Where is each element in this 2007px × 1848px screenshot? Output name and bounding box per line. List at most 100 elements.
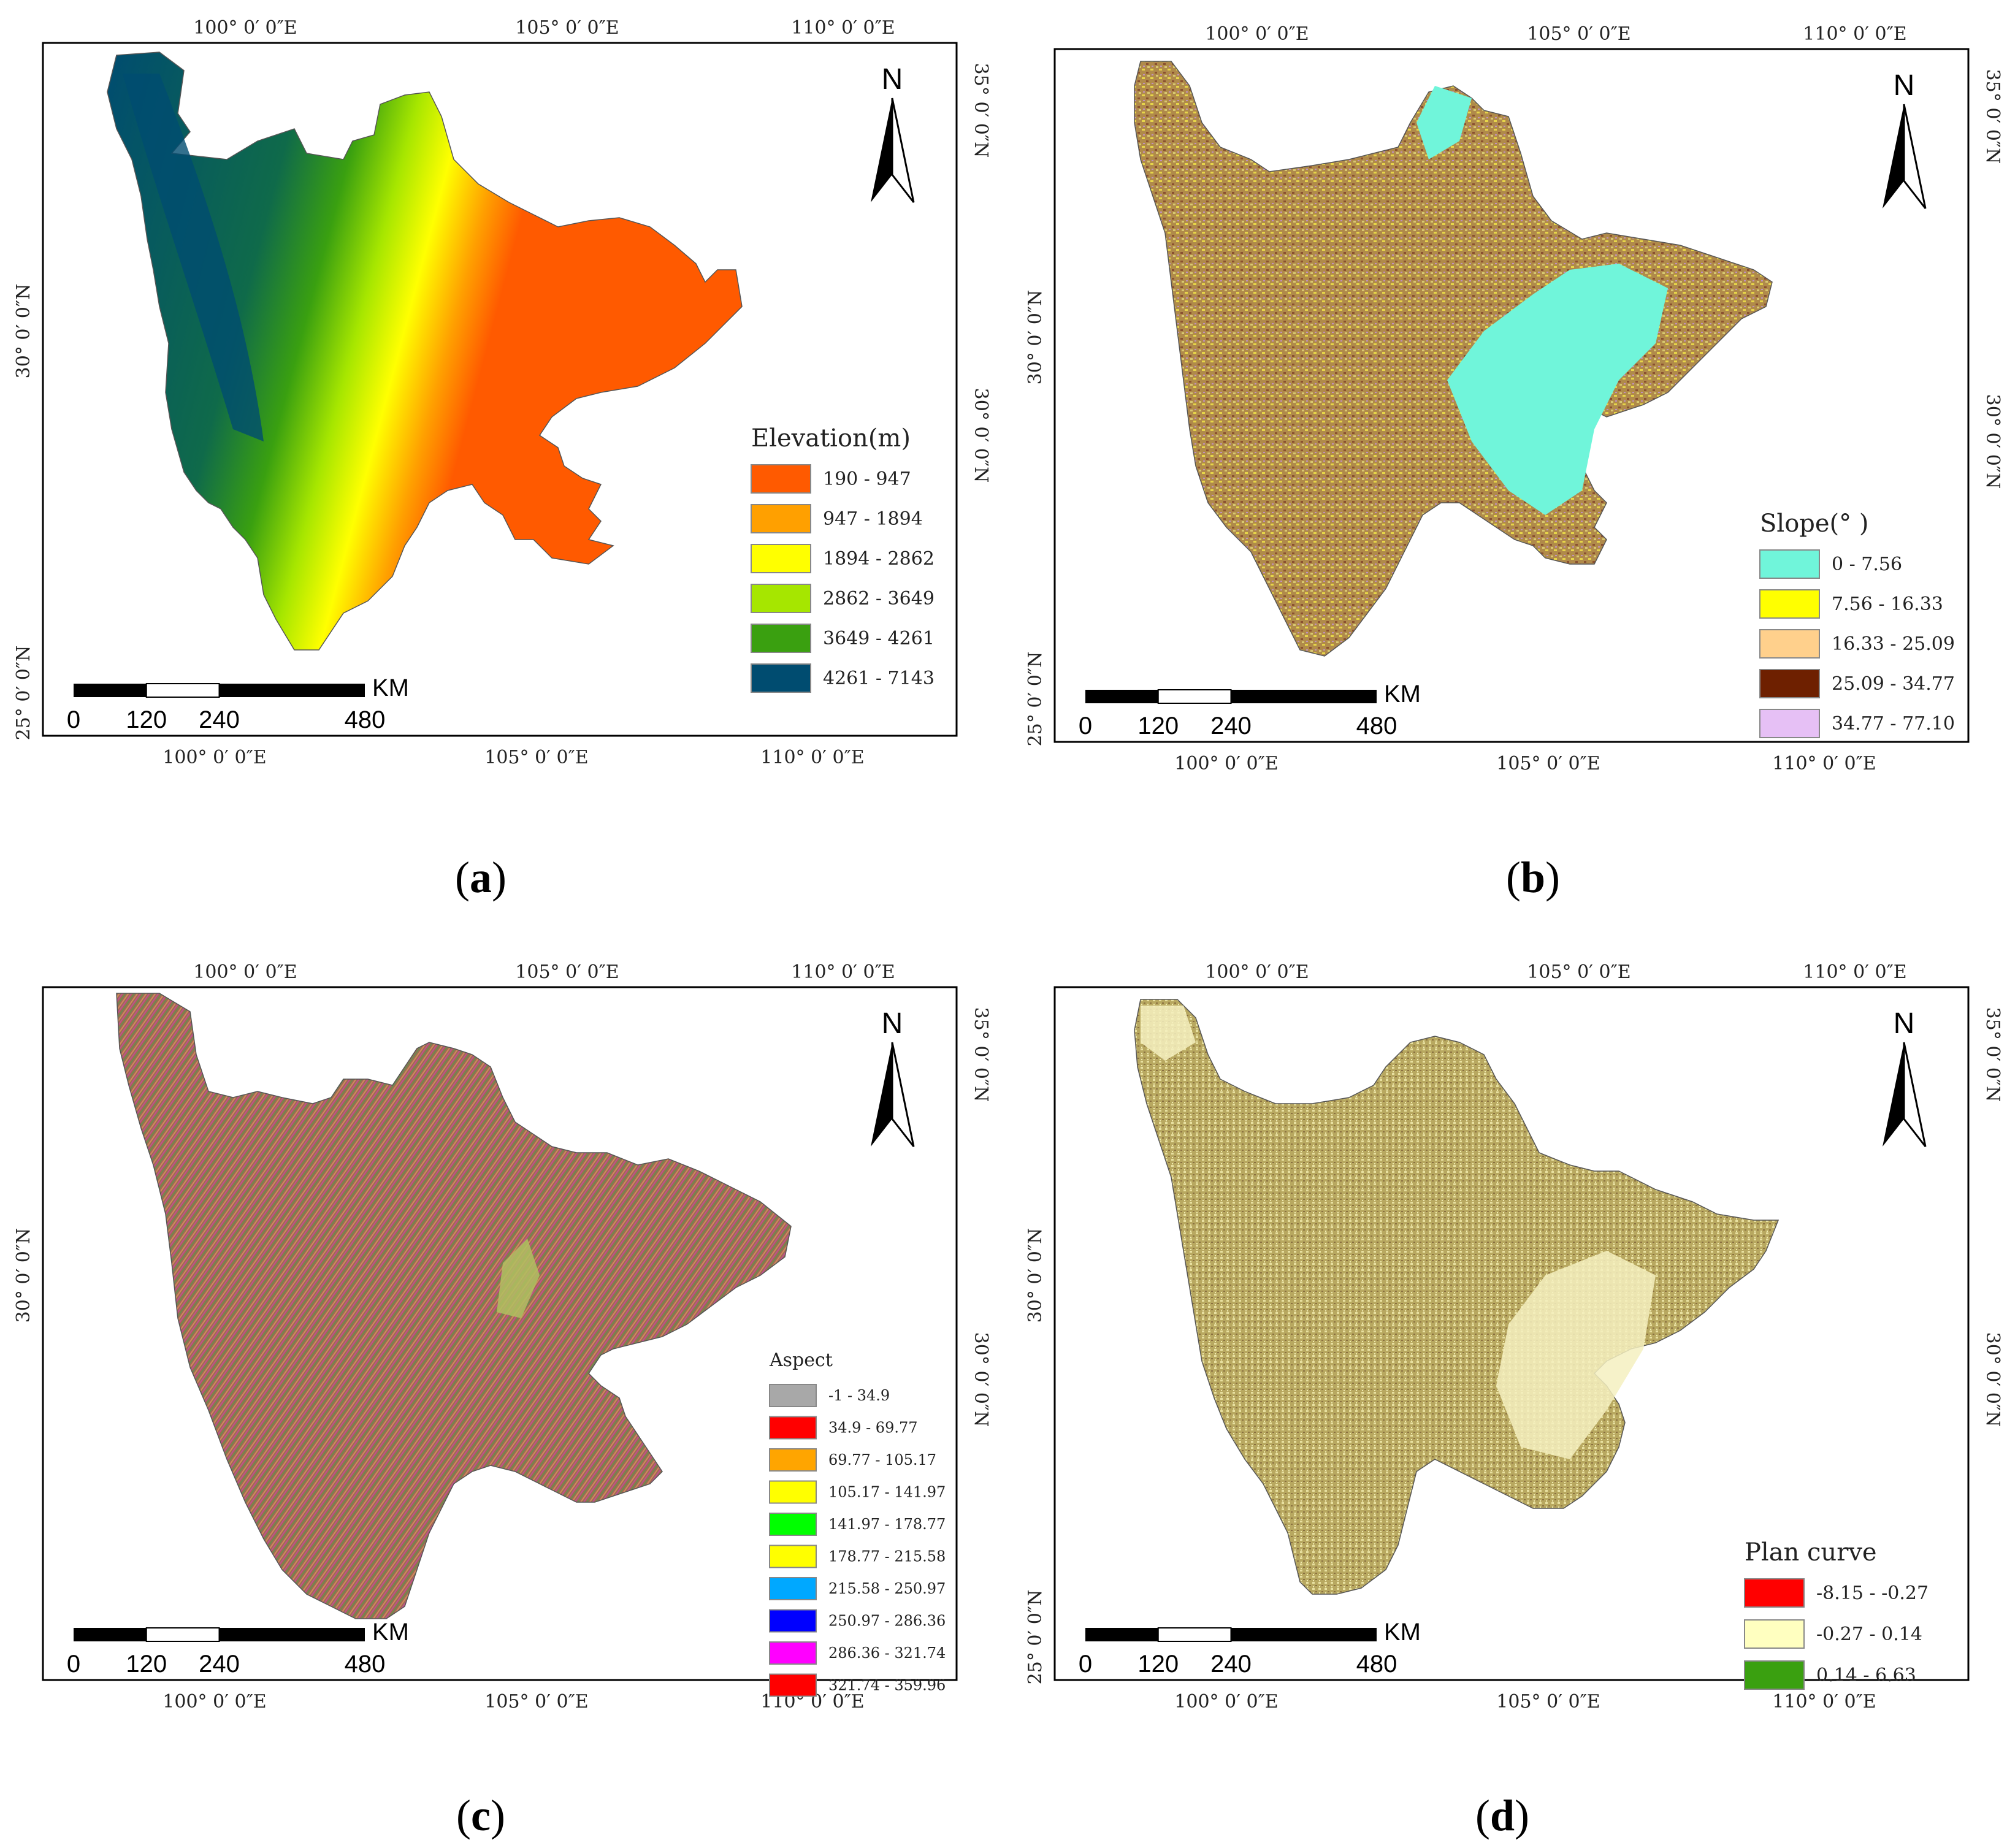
- scale-bar-segment: [145, 1627, 220, 1642]
- right-latitude-label: 35° 0′ 0″N: [970, 63, 992, 158]
- bottom-longitude-label: 110° 0′ 0″E: [1772, 753, 1876, 774]
- scale-bar-segment: [1231, 1628, 1377, 1641]
- bottom-longitude-label: 100° 0′ 0″E: [1174, 1691, 1278, 1712]
- panel-caption: (b): [1506, 853, 1560, 902]
- scale-tick-label: 480: [345, 706, 386, 733]
- legend-swatch: [769, 1673, 817, 1697]
- bottom-longitude-label: 110° 0′ 0″E: [760, 747, 864, 768]
- panel-caption: (a): [455, 853, 507, 902]
- legend-label: 16.33 - 25.09: [1832, 633, 1955, 655]
- scale-unit: KM: [1384, 681, 1421, 708]
- top-longitude-label: 105° 0′ 0″E: [1527, 23, 1630, 45]
- panel-caption: (d): [1475, 1791, 1529, 1840]
- scale-bar-segment: [1085, 1628, 1158, 1641]
- legend-label: 250.97 - 286.36: [828, 1612, 946, 1629]
- left-latitude-label: 25° 0′ 0″N: [13, 646, 34, 741]
- legend-swatch: [1759, 669, 1820, 698]
- scale-tick-label: 480: [1356, 712, 1397, 739]
- legend-swatch: [751, 504, 811, 533]
- legend-label: 69.77 - 105.17: [828, 1451, 936, 1468]
- legend-label: -1 - 34.9: [828, 1387, 890, 1404]
- left-latitude-label: 30° 0′ 0″N: [1025, 290, 1046, 385]
- legend-label: 105.17 - 141.97: [828, 1483, 946, 1500]
- high-elevation-zone: [123, 74, 264, 441]
- legend-swatch: [1759, 629, 1820, 659]
- top-longitude-label: 100° 0′ 0″E: [193, 17, 297, 39]
- right-latitude-label: 30° 0′ 0″N: [1982, 394, 2003, 489]
- panel-caption: (c): [456, 1791, 505, 1840]
- legend-label: 34.9 - 69.77: [828, 1419, 918, 1436]
- legend-label: 4261 - 7143: [823, 668, 935, 689]
- left-latitude-label: 30° 0′ 0″N: [13, 1228, 34, 1323]
- north-label: N: [882, 63, 903, 96]
- legend-swatch: [751, 464, 811, 494]
- legend-label: 0.14 - 6.63: [1816, 1665, 1916, 1686]
- north-label: N: [1894, 69, 1915, 102]
- flat-curve-north: [1141, 1006, 1196, 1061]
- left-latitude-label: 25° 0′ 0″N: [1025, 1590, 1046, 1685]
- map-region: [107, 52, 743, 651]
- legend-label: 286.36 - 321.74: [828, 1644, 946, 1662]
- scale-bar-segment: [1085, 690, 1158, 703]
- flat-area-north: [1416, 86, 1472, 159]
- bottom-longitude-label: 100° 0′ 0″E: [1174, 753, 1278, 774]
- legend-swatch: [751, 584, 811, 613]
- legend-swatch: [769, 1544, 817, 1568]
- panel-b: 100° 0′ 0″E 105° 0′ 0″E 110° 0′ 0″E 100° 0′…: [1025, 23, 2003, 902]
- north-arrow-icon-outline: [891, 97, 915, 203]
- bottom-longitude-label: 105° 0′ 0″E: [1496, 753, 1600, 774]
- legend-title: Elevation(m): [751, 424, 911, 452]
- legend-swatch: [769, 1641, 817, 1665]
- legend-label: 0 - 7.56: [1832, 554, 1902, 575]
- top-longitude-label: 110° 0′ 0″E: [791, 17, 895, 39]
- map-frame: [42, 986, 958, 1681]
- top-longitude-label: 110° 0′ 0″E: [1803, 961, 1906, 983]
- legend-swatch: [769, 1384, 817, 1407]
- scale-tick-label: 240: [199, 706, 240, 733]
- legend-swatch: [1744, 1660, 1805, 1690]
- right-latitude-label: 30° 0′ 0″N: [1982, 1332, 2003, 1427]
- bottom-longitude-label: 105° 0′ 0″E: [484, 747, 588, 768]
- map-frame: [1053, 986, 1970, 1681]
- scale-bar-segment: [219, 684, 365, 697]
- legend-title: Plan curve: [1745, 1538, 1877, 1567]
- legend-label: 178.77 - 215.58: [828, 1548, 946, 1565]
- top-longitude-label: 100° 0′ 0″E: [193, 961, 297, 983]
- scale-bar-segment: [1231, 690, 1377, 703]
- north-arrow-icon: [1883, 1042, 1904, 1147]
- north-arrow-icon: [1883, 104, 1904, 208]
- scale-bar-segment: [1157, 1627, 1232, 1642]
- legend-label: 3649 - 4261: [823, 628, 935, 649]
- basin-flat-aspect: [497, 1239, 540, 1318]
- scale-tick-label: 120: [1137, 712, 1179, 739]
- bottom-longitude-label: 100° 0′ 0″E: [162, 1691, 266, 1712]
- scale-tick-label: 240: [199, 1651, 240, 1678]
- legend-swatch: [769, 1448, 817, 1472]
- legend-swatch: [769, 1577, 817, 1600]
- scale-tick-label: 480: [345, 1651, 386, 1678]
- scale-tick-label: 480: [1356, 1651, 1397, 1678]
- scale-bar-segment: [219, 1628, 365, 1641]
- flat-curve-basin: [1496, 1251, 1656, 1459]
- legend-swatch: [1759, 709, 1820, 738]
- north-arrow-icon: [871, 1042, 892, 1147]
- legend-label: -8.15 - -0.27: [1816, 1583, 1929, 1604]
- map-region: [1134, 61, 1773, 657]
- north-arrow-icon-outline: [891, 1042, 915, 1147]
- left-latitude-label: 30° 0′ 0″N: [1025, 1228, 1046, 1323]
- bottom-longitude-label: 110° 0′ 0″E: [1772, 1691, 1876, 1712]
- legend-label: 190 - 947: [823, 468, 911, 490]
- scale-tick-label: 120: [1137, 1651, 1179, 1678]
- top-longitude-label: 100° 0′ 0″E: [1205, 23, 1309, 45]
- scale-unit: KM: [1384, 1619, 1421, 1646]
- scale-tick-label: 240: [1210, 712, 1252, 739]
- legend-swatch: [769, 1609, 817, 1633]
- north-label: N: [1894, 1007, 1915, 1040]
- top-longitude-label: 100° 0′ 0″E: [1205, 961, 1309, 983]
- legend-swatch: [769, 1513, 817, 1536]
- top-longitude-label: 110° 0′ 0″E: [1803, 23, 1906, 45]
- scale-bar-segment: [74, 684, 147, 697]
- legend-label: -0.27 - 0.14: [1816, 1624, 1922, 1645]
- flat-area-basin: [1447, 264, 1668, 515]
- legend-label: 25.09 - 34.77: [1832, 673, 1955, 695]
